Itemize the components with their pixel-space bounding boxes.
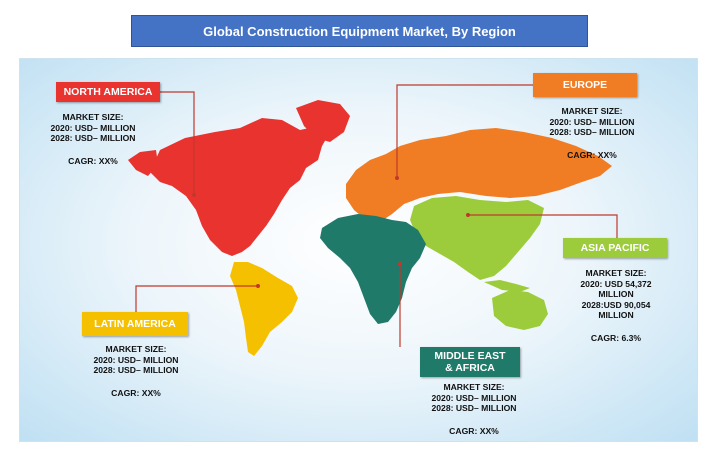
middle-east-africa-2020: 2020: USD– MILLION bbox=[431, 392, 517, 403]
asia-pacific-label: ASIA PACIFIC bbox=[563, 238, 667, 258]
europe-2020: 2020: USD– MILLION bbox=[549, 116, 635, 127]
chart-title: Global Construction Equipment Market, By… bbox=[131, 15, 588, 47]
asia-pacific-cagr: CAGR: 6.3% bbox=[590, 332, 642, 343]
middle-east-africa-stats: MARKET SIZE: 2020: USD– MILLION 2028: US… bbox=[410, 382, 538, 436]
middle-east-africa-label: MIDDLE EAST & AFRICA bbox=[420, 347, 520, 377]
asia-pacific-stats: MARKET SIZE: 2020: USD 54,372 MILLION 20… bbox=[560, 268, 672, 343]
latin-america-2020: 2020: USD– MILLION bbox=[93, 354, 179, 365]
middle-east-africa-2028: 2028: USD– MILLION bbox=[431, 403, 517, 413]
north-america-2028: 2028: USD– MILLION bbox=[50, 133, 136, 143]
europe-connector bbox=[396, 84, 533, 178]
greenland-landmass bbox=[296, 100, 350, 142]
alaska-landmass bbox=[128, 150, 158, 176]
europe-label: EUROPE bbox=[533, 73, 637, 97]
latin-america-landmass bbox=[230, 262, 298, 356]
middle-east-africa-market-size-label: MARKET SIZE: bbox=[443, 382, 505, 392]
latin-america-cagr: CAGR: XX% bbox=[111, 387, 161, 398]
europe-stats: MARKET SIZE: 2020: USD– MILLION 2028: US… bbox=[528, 106, 656, 160]
europe-cagr: CAGR: XX% bbox=[567, 149, 617, 160]
europe-2028: 2028: USD– MILLION bbox=[549, 127, 635, 137]
asia-pacific-2028-unit: MILLION bbox=[598, 310, 634, 320]
middle-east-africa-landmass bbox=[320, 214, 426, 324]
latin-america-market-size-label: MARKET SIZE: bbox=[105, 344, 167, 354]
middle-east-africa-cagr: CAGR: XX% bbox=[449, 425, 499, 436]
north-america-stats: MARKET SIZE: 2020: USD– MILLION 2028: US… bbox=[30, 112, 156, 166]
middle-east-africa-name-line1: MIDDLE EAST bbox=[434, 350, 506, 362]
north-america-cagr: CAGR: XX% bbox=[68, 155, 118, 166]
asia-pacific-2028: 2028:USD 90,054 bbox=[581, 299, 651, 310]
indonesia-landmass bbox=[484, 280, 530, 292]
australia-landmass bbox=[492, 290, 548, 330]
north-america-label: NORTH AMERICA bbox=[56, 82, 160, 102]
asia-pacific-landmass bbox=[410, 196, 544, 280]
asia-pacific-market-size-label: MARKET SIZE: bbox=[585, 268, 647, 278]
middle-east-africa-name-line2: & AFRICA bbox=[445, 362, 495, 374]
north-america-landmass bbox=[150, 118, 330, 256]
latin-america-2028: 2028: USD– MILLION bbox=[93, 365, 179, 375]
latin-america-stats: MARKET SIZE: 2020: USD– MILLION 2028: US… bbox=[72, 344, 200, 398]
asia-pacific-2020: 2020: USD 54,372 bbox=[580, 278, 652, 289]
latin-america-label: LATIN AMERICA bbox=[82, 312, 188, 336]
latin-america-connector bbox=[135, 285, 258, 312]
north-america-market-size-label: MARKET SIZE: bbox=[62, 112, 124, 122]
north-america-connector bbox=[160, 91, 195, 195]
europe-market-size-label: MARKET SIZE: bbox=[561, 106, 623, 116]
north-america-2020: 2020: USD– MILLION bbox=[50, 122, 136, 133]
europe-russia-landmass bbox=[346, 128, 612, 222]
asia-pacific-2020-unit: MILLION bbox=[598, 289, 634, 299]
